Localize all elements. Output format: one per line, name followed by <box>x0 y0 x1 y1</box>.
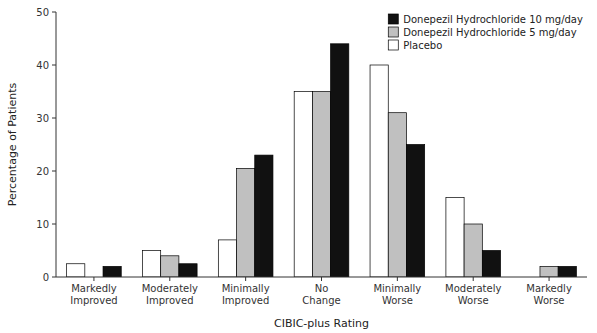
x-tick-label-line: Improved <box>70 295 117 306</box>
legend-swatch <box>388 27 398 37</box>
bar <box>294 92 312 278</box>
bar <box>161 256 179 277</box>
x-tick-label: MinimallyImproved <box>222 283 270 306</box>
x-tick-label: MinimallyWorse <box>373 283 421 306</box>
chart: 01020304050MarkedlyImprovedModeratelyImp… <box>0 0 597 333</box>
x-tick-label-line: Moderately <box>142 283 198 294</box>
y-tick <box>52 224 56 225</box>
x-tick-label: ModeratelyImproved <box>142 283 198 306</box>
x-tick-label-line: Worse <box>534 295 565 306</box>
x-tick-label-line: Worse <box>458 295 489 306</box>
y-axis-label: Percentage of Patients <box>6 82 19 206</box>
y-tick-label: 40 <box>36 60 49 71</box>
x-tick <box>245 277 246 281</box>
x-tick <box>93 277 94 281</box>
bar <box>558 266 576 277</box>
legend-item: Placebo <box>388 40 442 51</box>
bar <box>464 224 482 277</box>
x-tick-label-line: Change <box>302 295 340 306</box>
legend-swatch <box>388 14 398 24</box>
bar <box>370 65 388 277</box>
x-axis-label: CIBIC-plus Rating <box>274 317 369 330</box>
x-tick <box>473 277 474 281</box>
bar <box>237 168 255 277</box>
x-tick-label: MarkedlyWorse <box>526 283 572 306</box>
bar <box>255 155 273 277</box>
x-tick-label: NoChange <box>302 283 340 306</box>
bar <box>67 264 85 277</box>
bar <box>388 113 406 277</box>
x-tick-label-line: Minimally <box>222 283 270 294</box>
x-tick-label-line: Moderately <box>445 283 501 294</box>
y-tick-label: 10 <box>36 219 49 230</box>
y-tick <box>52 277 56 278</box>
y-axis-line <box>56 12 57 277</box>
x-tick <box>321 277 322 281</box>
x-tick-label-line: Worse <box>382 295 413 306</box>
legend-swatch <box>388 40 398 50</box>
x-tick-label-line: Improved <box>222 295 269 306</box>
bar <box>179 264 197 277</box>
bar <box>142 251 160 278</box>
bar <box>406 145 424 278</box>
bar <box>482 251 500 278</box>
bar <box>312 92 330 278</box>
y-tick-label: 0 <box>43 272 49 283</box>
x-tick-label: MarkedlyImproved <box>70 283 117 306</box>
x-tick-label-line: Minimally <box>373 283 421 294</box>
y-tick-label: 20 <box>36 166 49 177</box>
x-tick-label-line: Improved <box>146 295 193 306</box>
bar <box>446 198 464 278</box>
bar <box>331 44 349 277</box>
x-tick <box>397 277 398 281</box>
y-tick-label: 50 <box>36 7 49 18</box>
y-tick <box>52 118 56 119</box>
x-tick <box>169 277 170 281</box>
legend-label: Placebo <box>403 40 442 51</box>
y-tick <box>52 171 56 172</box>
x-tick-label-line: Markedly <box>526 283 572 294</box>
y-tick <box>52 65 56 66</box>
x-tick-label-line: Markedly <box>71 283 117 294</box>
bar <box>540 266 558 277</box>
legend-label: Donepezil Hydrochloride 5 mg/day <box>403 27 576 38</box>
bar <box>103 266 121 277</box>
bars <box>67 44 577 277</box>
x-tick-label-line: No <box>315 283 329 294</box>
x-tick <box>549 277 550 281</box>
legend-label: Donepezil Hydrochloride 10 mg/day <box>403 14 583 25</box>
legend-item: Donepezil Hydrochloride 5 mg/day <box>388 27 576 38</box>
legend-item: Donepezil Hydrochloride 10 mg/day <box>388 14 583 25</box>
x-tick-label: ModeratelyWorse <box>445 283 501 306</box>
legend: Donepezil Hydrochloride 10 mg/day Donepez… <box>388 14 583 51</box>
bar <box>218 240 236 277</box>
y-tick <box>52 12 56 13</box>
y-tick-label: 30 <box>36 113 49 124</box>
